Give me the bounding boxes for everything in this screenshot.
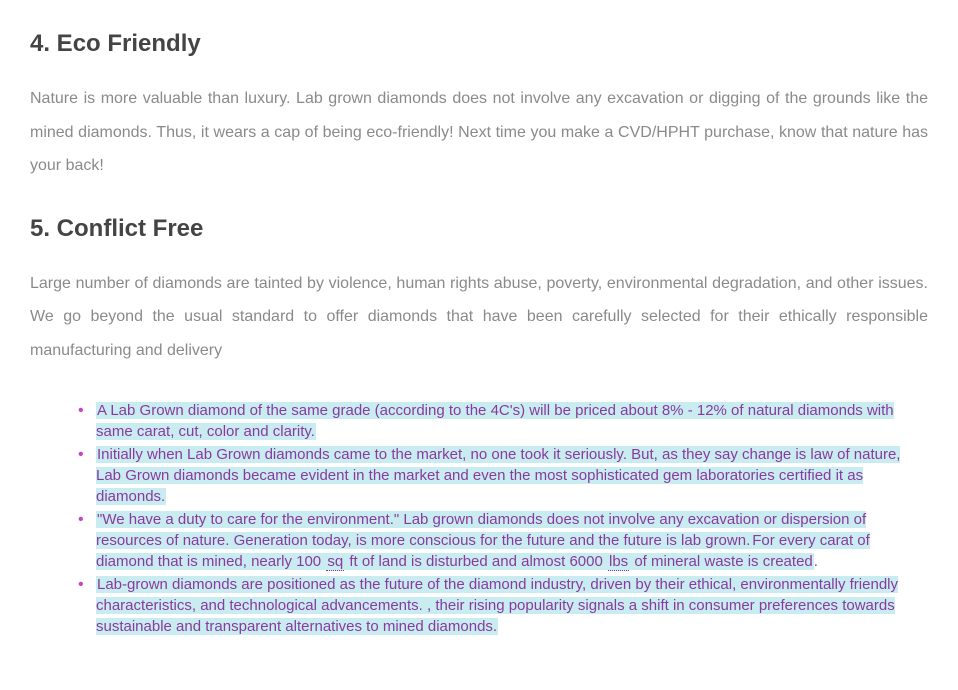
highlighted-text: lbs (608, 553, 629, 571)
text: . (814, 553, 818, 570)
list-item: Lab-grown diamonds are positioned as the… (78, 574, 928, 637)
section-5-heading: 5. Conflict Free (30, 215, 928, 243)
highlighted-text: sq (326, 553, 344, 571)
highlighted-text: of mineral waste is created (629, 553, 814, 570)
highlighted-text: ft of land is disturbed and almost 6000 (344, 553, 608, 570)
highlighted-text: A Lab Grown diamond of the same grade (a… (96, 402, 894, 440)
section-4-heading: 4. Eco Friendly (30, 30, 928, 58)
section-4-body: Nature is more valuable than luxury. Lab… (30, 82, 928, 183)
section-5-body: Large number of diamonds are tainted by … (30, 267, 928, 368)
highlighted-text: Lab-grown diamonds are positioned as the… (96, 576, 898, 635)
list-item: Initially when Lab Grown diamonds came t… (78, 444, 928, 507)
list-item: A Lab Grown diamond of the same grade (a… (78, 400, 928, 442)
bullet-list: A Lab Grown diamond of the same grade (a… (30, 400, 928, 637)
list-item: "We have a duty to care for the environm… (78, 509, 928, 572)
highlighted-text: Initially when Lab Grown diamonds came t… (96, 446, 900, 505)
